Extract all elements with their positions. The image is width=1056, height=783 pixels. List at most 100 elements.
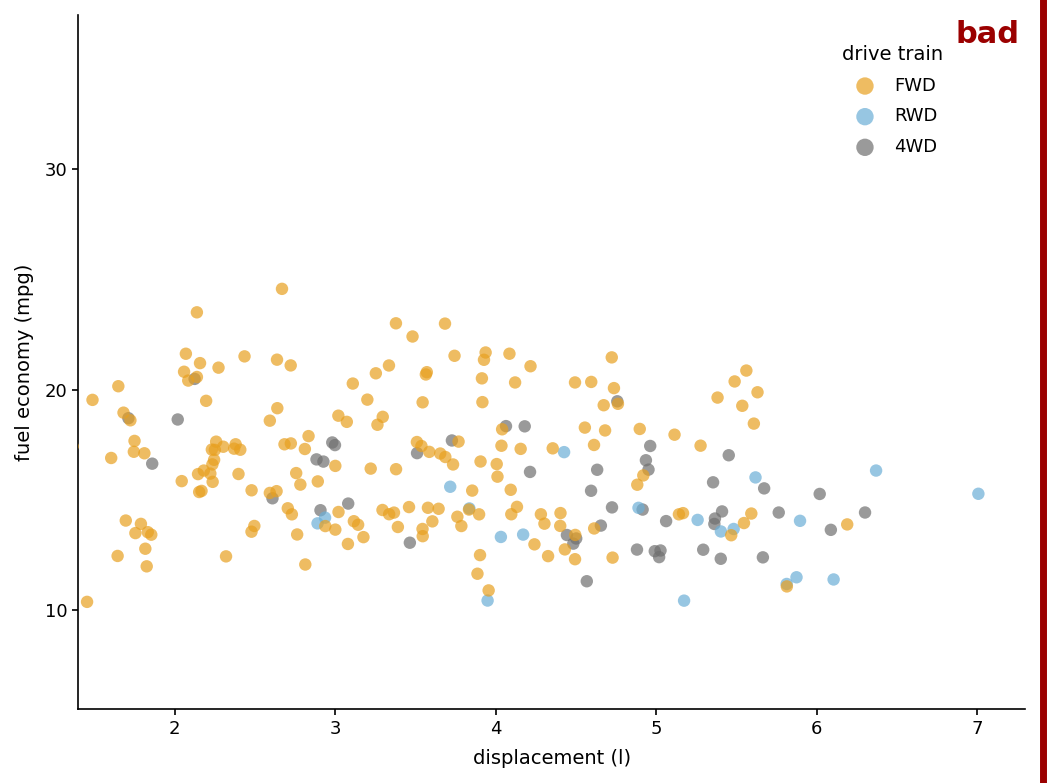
4WD [705,518,722,530]
FWD [232,443,249,456]
FWD [374,410,391,423]
FWD [722,529,739,542]
Legend: FWD, RWD, 4WD: FWD, RWD, 4WD [834,38,949,164]
FWD [390,521,407,533]
FWD [838,518,855,531]
FWD [449,511,466,523]
FWD [604,551,621,564]
FWD [577,421,593,434]
4WD [856,507,873,519]
FWD [57,384,74,396]
FWD [557,543,573,556]
FWD [419,502,436,514]
4WD [589,464,606,476]
FWD [522,360,539,373]
FWD [276,438,293,450]
4WD [186,373,203,385]
FWD [509,500,526,513]
RWD [690,514,706,526]
FWD [64,440,81,453]
FWD [243,525,260,538]
4WD [326,438,343,451]
FWD [503,484,520,496]
FWD [280,502,297,514]
RWD [441,481,458,493]
RWD [970,488,987,500]
FWD [283,508,300,521]
FWD [475,354,492,366]
RWD [555,446,572,458]
FWD [355,531,372,543]
FWD [446,349,463,362]
FWD [218,550,234,563]
FWD [282,359,299,372]
FWD [540,550,557,562]
4WD [144,457,161,470]
FWD [339,538,356,550]
FWD [552,507,569,519]
FWD [738,364,755,377]
4WD [120,412,137,424]
FWD [501,348,517,360]
FWD [666,428,683,441]
FWD [243,484,260,496]
FWD [544,442,561,455]
FWD [132,518,149,530]
FWD [126,435,143,447]
FWD [385,507,402,519]
FWD [635,469,652,482]
4WD [754,551,771,564]
FWD [268,353,285,366]
FWD [175,366,192,378]
4WD [308,453,325,466]
FWD [388,463,404,475]
FWD [121,414,138,427]
FWD [413,440,430,453]
RWD [825,573,842,586]
FWD [344,377,361,390]
X-axis label: displacement (l): displacement (l) [473,749,630,768]
4WD [652,544,668,557]
RWD [747,471,763,484]
RWD [317,511,334,524]
FWD [268,485,285,497]
FWD [269,402,286,414]
FWD [117,514,134,527]
FWD [78,596,95,608]
FWD [188,306,205,319]
FWD [237,350,253,363]
FWD [605,382,622,395]
FWD [596,399,612,412]
4WD [312,504,328,517]
RWD [460,502,477,514]
FWD [206,444,223,456]
FWD [191,485,208,498]
FWD [472,549,489,561]
FWD [338,416,355,428]
FWD [488,458,505,471]
FWD [274,283,290,295]
RWD [788,571,805,583]
4WD [583,485,600,497]
FWD [109,550,126,562]
FWD [300,430,317,442]
FWD [532,508,549,521]
4WD [592,519,609,532]
FWD [208,435,225,448]
FWD [202,467,219,480]
FWD [567,376,584,388]
FWD [746,417,762,430]
FWD [460,503,477,516]
4WD [770,507,787,519]
FWD [262,414,279,427]
FWD [414,396,431,409]
FWD [139,526,156,539]
FWD [177,348,194,360]
FWD [138,560,155,572]
FWD [727,375,743,388]
FWD [503,508,520,521]
FWD [329,410,346,422]
FWD [126,446,143,458]
RWD [676,594,693,607]
4WD [650,551,667,564]
